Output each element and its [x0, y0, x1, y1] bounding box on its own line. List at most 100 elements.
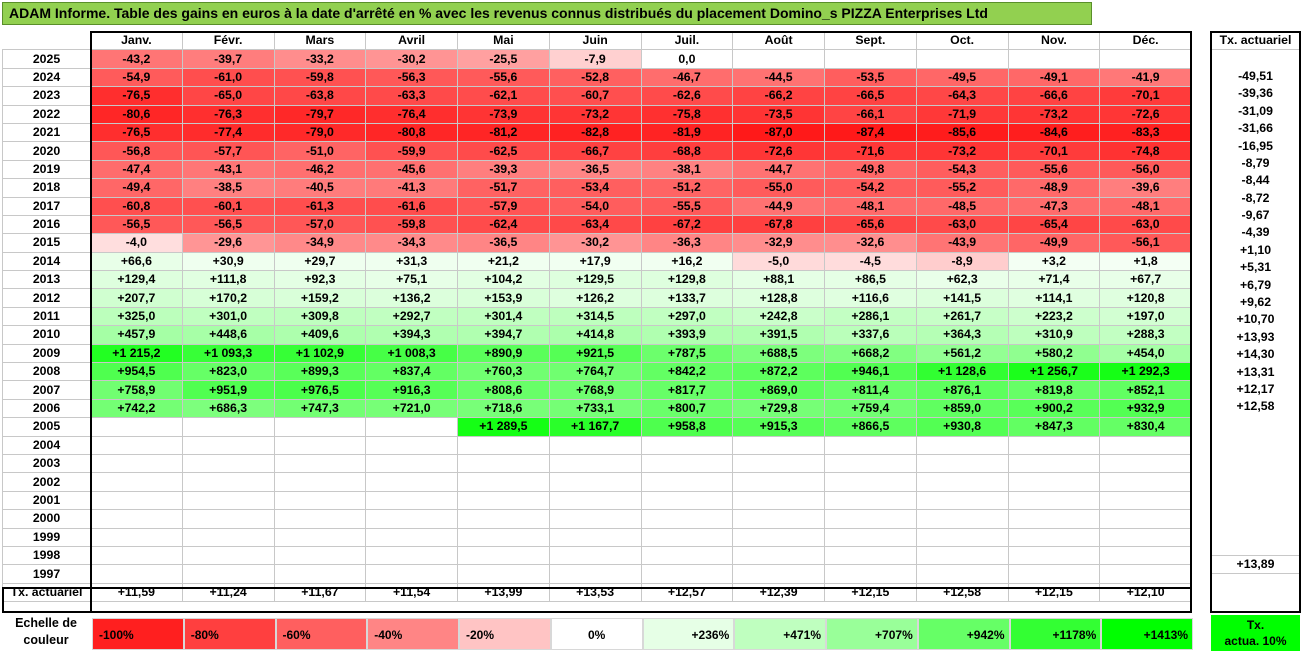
gain-cell: +120,8	[1099, 288, 1192, 308]
gain-cell: -56,8	[90, 141, 183, 161]
gain-cell	[548, 545, 642, 566]
footer-value: +12,15	[824, 582, 917, 603]
gain-cell: +811,4	[824, 380, 917, 400]
gain-cell: +759,4	[824, 398, 917, 419]
gain-cell: -76,3	[181, 104, 275, 124]
gain-cell	[824, 472, 917, 492]
gain-cell: -51,7	[457, 178, 550, 198]
gain-cell: +223,2	[1007, 306, 1101, 327]
gain-cell: -48,9	[1007, 178, 1101, 198]
year-label: 2021	[2, 122, 91, 143]
gains-table: Janv. Févr. Mars Avril Mai Juin Juil. Août Sept.…	[2, 30, 1192, 603]
gain-cell: -55,6	[457, 67, 550, 88]
gain-cell: +207,7	[90, 288, 183, 308]
gain-cell: +847,3	[1007, 417, 1101, 437]
month-header: Mai	[457, 30, 550, 51]
gain-cell: +561,2	[915, 343, 1009, 364]
gain-cell: +153,9	[457, 288, 550, 308]
gain-cell	[90, 490, 183, 511]
gain-cell	[1099, 472, 1192, 492]
gain-cell: -59,8	[273, 67, 367, 88]
gain-cell	[824, 490, 917, 511]
gain-cell	[273, 472, 367, 492]
table-row: 2004	[2, 435, 1192, 455]
gain-cell: -66,1	[824, 104, 917, 124]
gain-cell: -45,6	[365, 159, 458, 180]
gain-cell: +729,8	[732, 398, 825, 419]
footer-value: +12,58	[915, 582, 1009, 603]
color-scale-swatch: 0%	[550, 618, 643, 650]
gain-cell: +958,8	[640, 417, 734, 437]
gain-cell: +454,0	[1099, 343, 1192, 364]
gain-cell	[365, 564, 458, 584]
act-value: +12,58	[1236, 399, 1275, 414]
gain-cell: -73,2	[548, 104, 642, 124]
gain-cell	[732, 490, 825, 511]
gain-cell: -44,7	[732, 159, 825, 180]
gain-cell: -72,6	[1099, 104, 1192, 124]
gain-cell: +197,0	[1099, 306, 1192, 327]
gain-cell	[1007, 453, 1101, 474]
gain-cell: -59,9	[365, 141, 458, 161]
gain-cell: +1 093,3	[181, 343, 275, 364]
gain-cell: +129,5	[548, 270, 642, 290]
gain-cell: +976,5	[273, 380, 367, 400]
act-value: -49,51	[1238, 68, 1273, 83]
year-label: 2011	[2, 306, 91, 327]
gain-cell: +954,5	[90, 362, 183, 382]
act-value: -16,95	[1238, 138, 1273, 153]
gain-cell	[732, 435, 825, 455]
act-value	[1211, 520, 1301, 537]
gain-cell: +921,5	[548, 343, 642, 364]
gain-cell: +842,2	[640, 362, 734, 382]
month-header: Avril	[365, 30, 458, 51]
gain-cell	[824, 545, 917, 566]
gain-cell	[1007, 564, 1101, 584]
color-scale-swatch: -20%	[459, 618, 551, 650]
gain-cell: -68,8	[640, 141, 734, 161]
table-row: 2002	[2, 472, 1192, 492]
gain-cell: -62,4	[457, 214, 550, 235]
gain-cell: -56,5	[181, 214, 275, 235]
footer-value: +12,10	[1099, 582, 1192, 603]
gain-cell	[365, 527, 458, 547]
gain-cell: -71,9	[915, 104, 1009, 124]
act-value	[1211, 433, 1301, 450]
footer-act-value: +13,89	[1210, 554, 1301, 575]
gain-cell: -55,2	[915, 178, 1009, 198]
gain-cell: +686,3	[181, 398, 275, 419]
color-scale-swatch: +471%	[734, 618, 826, 650]
gain-cell: -76,4	[365, 104, 458, 124]
gain-cell: -32,6	[824, 233, 917, 253]
gain-cell: +133,7	[640, 288, 734, 308]
gain-cell: -80,8	[365, 122, 458, 143]
color-scale-swatch: +1413%	[1101, 618, 1193, 650]
gain-cell: +141,5	[915, 288, 1009, 308]
gain-cell: -87,4	[824, 122, 917, 143]
gain-cell	[365, 545, 458, 566]
gain-cell	[90, 564, 183, 584]
gain-cell: +116,6	[824, 288, 917, 308]
table-row: 2020 -56,8 -57,7 -51,0 -59,9 -62,5 -66,7 -68,8-…	[2, 141, 1192, 161]
gain-cell: +688,5	[732, 343, 825, 364]
gain-cell: +286,1	[824, 306, 917, 327]
gain-cell: +391,5	[732, 325, 825, 345]
gain-cell	[548, 453, 642, 474]
gain-cell: -60,7	[548, 86, 642, 106]
gain-cell: +16,2	[640, 251, 734, 272]
gain-cell: +1,8	[1099, 251, 1192, 272]
footer-value: +11,67	[273, 582, 367, 603]
gain-cell: -62,1	[457, 86, 550, 106]
gain-cell	[915, 49, 1009, 69]
month-header: Juin	[548, 30, 642, 51]
gain-cell: -36,3	[640, 233, 734, 253]
gain-cell: +872,2	[732, 362, 825, 382]
gain-cell: +823,0	[181, 362, 275, 382]
act-scale-line2: actua. 10%	[1224, 634, 1287, 648]
gain-cell	[732, 49, 825, 69]
act-scale-line1: Tx.	[1246, 618, 1265, 632]
gain-cell: +932,9	[1099, 398, 1192, 419]
gain-cell: +869,0	[732, 380, 825, 400]
act-value	[1211, 50, 1301, 68]
gain-cell: -56,1	[1099, 233, 1192, 253]
